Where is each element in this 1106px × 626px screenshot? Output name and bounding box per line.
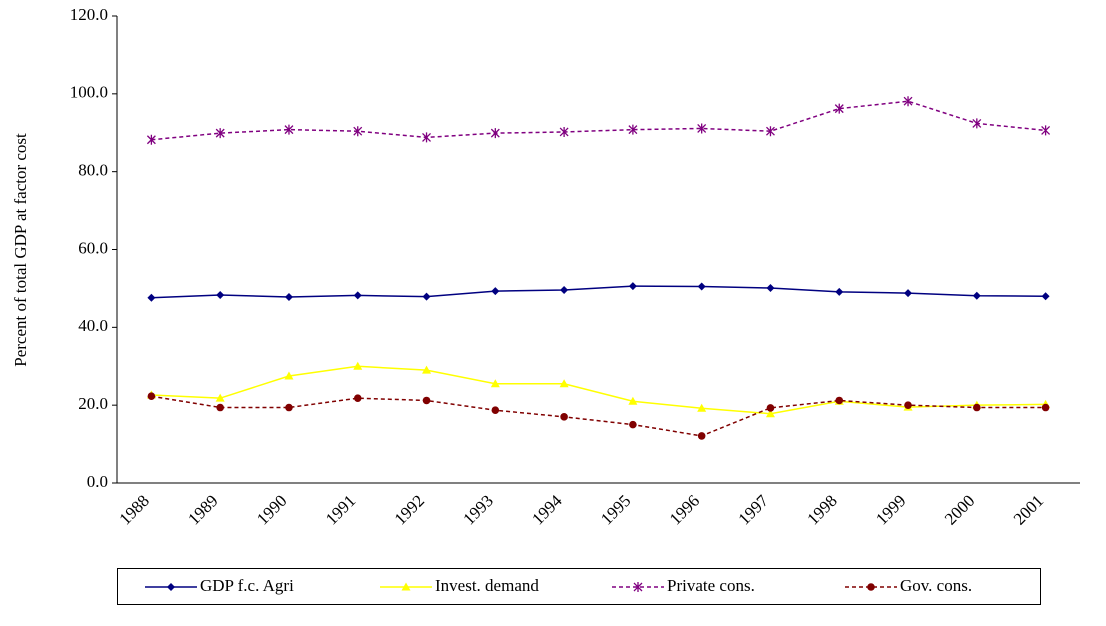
marker: [215, 128, 225, 139]
marker: [490, 379, 500, 388]
marker: [697, 432, 706, 440]
marker: [697, 282, 706, 291]
y-tick-label: 80.0: [78, 161, 108, 180]
legend-label: Private cons.: [667, 576, 755, 595]
x-tick-label: 1992: [391, 491, 428, 528]
x-tick-label: 1993: [459, 491, 496, 528]
marker: [1041, 125, 1051, 136]
marker: [147, 293, 156, 302]
marker: [560, 413, 568, 421]
marker: [559, 379, 569, 388]
marker: [147, 392, 156, 401]
marker: [766, 126, 775, 137]
marker: [904, 289, 913, 298]
marker: [491, 406, 500, 415]
marker: [904, 401, 912, 409]
marker: [628, 282, 637, 291]
marker: [766, 404, 775, 412]
legend-box: [117, 568, 1041, 605]
marker: [834, 103, 844, 114]
y-tick-label: 0.0: [87, 472, 108, 491]
marker: [697, 403, 707, 412]
legend-marker: [401, 582, 411, 591]
x-tick-label: 1989: [184, 491, 221, 528]
marker: [490, 128, 500, 139]
marker: [284, 124, 294, 135]
x-tick-label: 1998: [803, 491, 840, 528]
x-tick-label: 1994: [528, 491, 566, 529]
marker: [560, 285, 569, 294]
series-line: [151, 100, 1046, 141]
y-tick-label: 20.0: [78, 394, 108, 413]
legend-label: Invest. demand: [435, 576, 539, 595]
marker: [422, 365, 432, 374]
marker: [628, 396, 638, 405]
marker: [353, 291, 362, 300]
series-line: [151, 395, 1046, 437]
legend-marker: [633, 582, 643, 592]
marker: [491, 287, 500, 296]
marker: [353, 394, 362, 402]
marker: [284, 292, 293, 301]
marker: [973, 403, 981, 412]
x-tick-label: 1999: [872, 491, 909, 528]
legend-marker: [167, 583, 175, 591]
marker: [903, 96, 913, 107]
marker: [835, 396, 844, 405]
x-tick-label: 1995: [597, 491, 634, 528]
x-tick-label: 1991: [322, 491, 359, 528]
legend-label: Gov. cons.: [900, 576, 972, 595]
y-tick-label: 40.0: [78, 316, 108, 335]
marker: [146, 134, 156, 145]
marker: [422, 292, 431, 301]
y-tick-label: 100.0: [70, 83, 108, 102]
marker: [972, 291, 981, 300]
marker: [765, 409, 775, 418]
marker: [559, 126, 569, 137]
marker: [697, 123, 707, 134]
marker: [215, 393, 225, 402]
series-line: [151, 285, 1046, 299]
marker: [1041, 403, 1050, 412]
marker: [628, 124, 638, 135]
marker: [835, 287, 844, 296]
y-tick-label: 60.0: [78, 238, 108, 257]
legend-marker: [867, 583, 875, 591]
marker: [216, 403, 224, 412]
legend-label: GDP f.c. Agri: [200, 576, 294, 595]
series-line: [151, 365, 1046, 415]
marker: [285, 403, 293, 412]
marker: [216, 291, 225, 300]
marker: [353, 126, 363, 137]
x-tick-label: 2000: [941, 491, 978, 528]
x-tick-label: 1997: [735, 491, 773, 529]
marker: [972, 118, 982, 129]
y-axis-label: Percent of total GDP at factor cost: [11, 133, 30, 367]
x-tick-label: 2001: [1010, 491, 1047, 528]
marker: [629, 420, 637, 429]
marker: [766, 284, 775, 293]
marker: [422, 396, 431, 405]
y-tick-label: 120.0: [70, 5, 108, 24]
marker: [422, 132, 431, 143]
x-tick-label: 1988: [116, 491, 153, 528]
marker: [284, 371, 294, 380]
x-tick-label: 1996: [666, 491, 703, 528]
marker: [1041, 292, 1050, 301]
x-tick-label: 1990: [253, 491, 290, 528]
marker: [353, 361, 363, 370]
